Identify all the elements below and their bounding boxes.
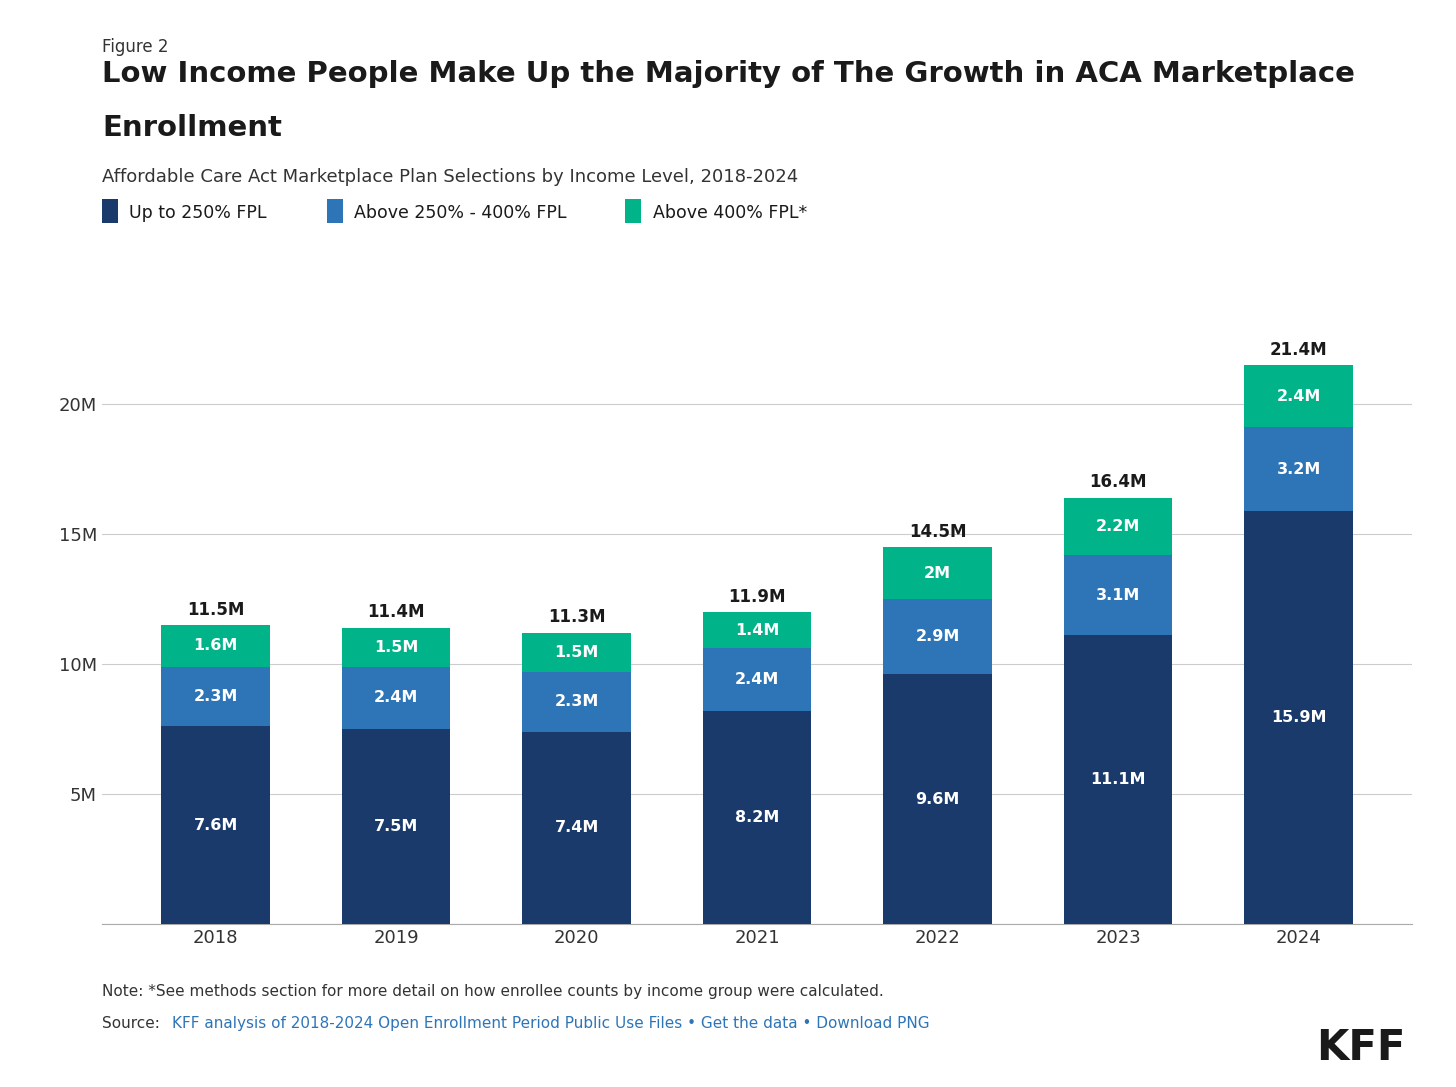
Bar bbox=[342, 729, 450, 924]
Text: 2M: 2M bbox=[925, 565, 951, 580]
Text: Source:: Source: bbox=[102, 1016, 165, 1032]
Text: 1.4M: 1.4M bbox=[735, 623, 779, 638]
Text: Enrollment: Enrollment bbox=[102, 114, 282, 142]
Bar bbox=[703, 612, 811, 649]
Bar bbox=[1064, 554, 1172, 636]
Text: 2.4M: 2.4M bbox=[374, 690, 418, 705]
Text: Above 400% FPL*: Above 400% FPL* bbox=[652, 204, 807, 223]
Text: 2.4M: 2.4M bbox=[1277, 389, 1321, 403]
Text: 11.4M: 11.4M bbox=[367, 603, 425, 621]
Bar bbox=[342, 627, 450, 666]
Bar bbox=[884, 674, 992, 924]
Text: 2.3M: 2.3M bbox=[555, 695, 598, 709]
Text: 1.5M: 1.5M bbox=[555, 645, 598, 660]
Text: 1.6M: 1.6M bbox=[194, 638, 237, 653]
Bar bbox=[703, 711, 811, 924]
Text: 9.6M: 9.6M bbox=[916, 791, 960, 807]
Text: 8.2M: 8.2M bbox=[735, 810, 779, 825]
Bar bbox=[884, 599, 992, 674]
Text: KFF analysis of 2018-2024 Open Enrollment Period Public Use Files • Get the data: KFF analysis of 2018-2024 Open Enrollmen… bbox=[172, 1016, 929, 1032]
Text: 2.4M: 2.4M bbox=[735, 672, 779, 687]
Text: Affordable Care Act Marketplace Plan Selections by Income Level, 2018-2024: Affordable Care Act Marketplace Plan Sel… bbox=[102, 168, 798, 187]
Bar bbox=[1064, 636, 1172, 924]
Bar bbox=[884, 547, 992, 599]
Text: KFF: KFF bbox=[1316, 1027, 1405, 1070]
Bar bbox=[162, 625, 269, 666]
Text: 3.1M: 3.1M bbox=[1096, 588, 1140, 602]
Text: Up to 250% FPL: Up to 250% FPL bbox=[130, 204, 266, 223]
Text: 11.1M: 11.1M bbox=[1091, 772, 1146, 787]
Text: 11.3M: 11.3M bbox=[547, 609, 606, 626]
Text: 2.3M: 2.3M bbox=[194, 689, 237, 704]
Text: Low Income People Make Up the Majority of The Growth in ACA Marketplace: Low Income People Make Up the Majority o… bbox=[102, 60, 1354, 88]
Bar bbox=[523, 633, 630, 672]
Text: 7.4M: 7.4M bbox=[555, 821, 598, 835]
Text: 7.6M: 7.6M bbox=[194, 817, 237, 833]
Bar bbox=[162, 726, 269, 924]
Bar bbox=[1245, 511, 1353, 924]
Text: 2.2M: 2.2M bbox=[1096, 518, 1140, 534]
Bar bbox=[162, 666, 269, 726]
Bar bbox=[342, 666, 450, 729]
Bar bbox=[1245, 427, 1353, 511]
Bar bbox=[523, 672, 630, 732]
Bar bbox=[523, 732, 630, 924]
Text: 11.9M: 11.9M bbox=[728, 588, 786, 605]
Bar bbox=[1245, 365, 1353, 427]
Text: 14.5M: 14.5M bbox=[909, 523, 967, 540]
Text: 7.5M: 7.5M bbox=[374, 819, 418, 834]
Text: 11.5M: 11.5M bbox=[186, 600, 245, 619]
Text: Note: *See methods section for more detail on how enrollee counts by income grou: Note: *See methods section for more deta… bbox=[102, 984, 884, 999]
Text: Figure 2: Figure 2 bbox=[102, 38, 169, 57]
Text: 1.5M: 1.5M bbox=[374, 639, 418, 654]
Text: 15.9M: 15.9M bbox=[1271, 710, 1326, 725]
Text: 2.9M: 2.9M bbox=[916, 629, 960, 645]
Text: 21.4M: 21.4M bbox=[1270, 340, 1328, 359]
Text: 3.2M: 3.2M bbox=[1277, 462, 1321, 476]
Bar bbox=[703, 649, 811, 711]
Text: Above 250% - 400% FPL: Above 250% - 400% FPL bbox=[354, 204, 566, 223]
Text: 16.4M: 16.4M bbox=[1089, 473, 1147, 491]
Bar bbox=[1064, 498, 1172, 554]
